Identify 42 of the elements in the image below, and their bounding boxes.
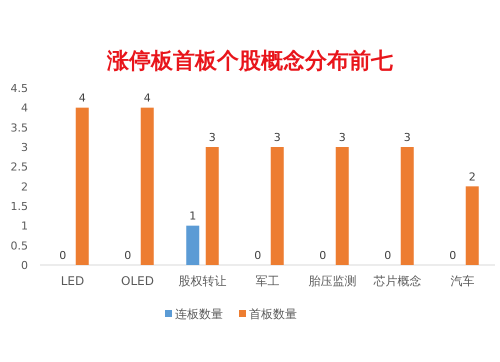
y-tick-label: 3.5	[10, 121, 28, 134]
data-label: 1	[189, 210, 196, 223]
x-tick-label: LED	[60, 274, 84, 288]
x-tick-label: 芯片概念	[372, 274, 422, 288]
data-label: 0	[59, 249, 66, 262]
y-tick-label: 4.5	[10, 82, 28, 95]
x-tick-label: 胎压监测	[308, 274, 356, 288]
bar	[400, 147, 414, 265]
data-label: 3	[338, 131, 346, 144]
data-label: 4	[78, 92, 86, 105]
chart-title: 涨停板首板个股概念分布前七	[106, 48, 393, 74]
y-tick-label: 1.5	[10, 200, 28, 213]
y-tick-label: 0.5	[10, 239, 28, 252]
data-label: 0	[319, 249, 326, 262]
x-tick-label: 股权转让	[178, 274, 226, 288]
data-label: 0	[384, 249, 392, 262]
data-label: 0	[254, 249, 262, 262]
x-tick-label: 汽车	[450, 274, 474, 288]
data-label: 0	[124, 249, 132, 262]
data-label: 2	[468, 170, 476, 184]
bar	[206, 147, 219, 265]
data-label: 0	[449, 249, 456, 262]
y-tick-label: 1	[21, 220, 28, 233]
legend-label: 首板数量	[249, 307, 297, 321]
y-tick-label: 4	[21, 102, 28, 115]
y-tick-label: 3	[21, 141, 28, 154]
bar	[270, 147, 284, 265]
data-label: 3	[404, 131, 411, 144]
data-label: 3	[274, 131, 281, 144]
bar	[140, 108, 154, 265]
bar	[336, 147, 349, 265]
y-tick-label: 2	[21, 180, 28, 194]
bar	[76, 108, 89, 265]
legend-label: 连板数量	[175, 307, 223, 321]
x-tick-label: OLED	[121, 274, 154, 288]
data-label: 3	[208, 131, 216, 144]
bar	[186, 226, 200, 265]
data-label: 4	[144, 92, 151, 105]
x-tick-label: 军工	[256, 274, 280, 288]
y-tick-label: 0	[21, 259, 28, 272]
bar	[466, 186, 479, 265]
y-tick-label: 2.5	[10, 160, 28, 174]
